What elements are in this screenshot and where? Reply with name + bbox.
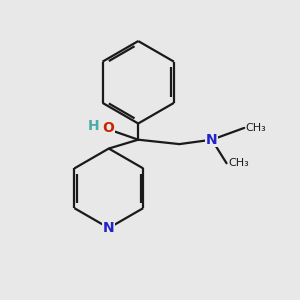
Text: N: N	[103, 221, 115, 235]
Text: H: H	[88, 119, 100, 134]
Text: O: O	[102, 121, 114, 135]
Text: CH₃: CH₃	[228, 158, 249, 168]
Text: N: N	[206, 133, 218, 147]
Text: CH₃: CH₃	[246, 123, 266, 133]
